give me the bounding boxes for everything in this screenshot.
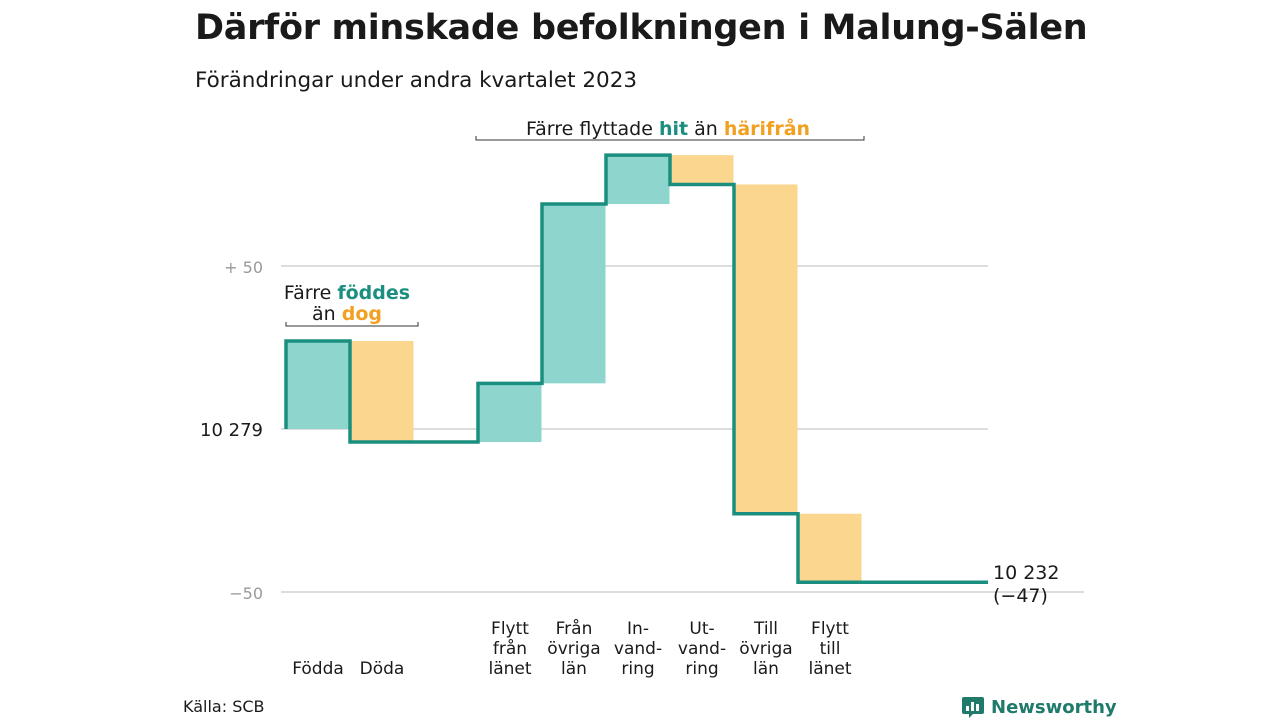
annotation-segment: härifrån [724,116,810,140]
annotation-text: Färre föddes [284,282,410,304]
waterfall-bar [286,340,350,429]
x-tick-label: övriga [739,639,792,659]
y-tick-label: + 50 [224,258,263,277]
newsworthy-logo: Newsworthy [961,694,1117,720]
annotation-segment: än [312,303,342,325]
x-tick-label: länet [808,659,851,679]
waterfall-bar [670,155,734,185]
annotation-text: än dog [312,303,382,325]
source-note: Källa: SCB [183,697,265,716]
annotation-segment: Färre flyttade [526,118,659,140]
x-tick-label: Flytt [491,619,529,639]
chart-title: Därför minskade befolkningen i Malung-Sä… [195,8,1088,48]
waterfall-bar [798,513,862,583]
step-line [284,153,988,584]
x-tick-label: länet [488,659,531,679]
x-tick-label: vand- [614,639,662,659]
annotation-bracket [285,322,419,327]
annotation-segment: dog [342,303,382,325]
x-tick-label: ring [621,659,654,679]
x-tick-label: län [753,659,779,679]
end-value-label: (−47) [993,585,1048,607]
annotation-bracket [475,136,865,141]
waterfall-bar [350,340,414,443]
waterfall-bar [606,155,670,205]
annotation-text: Färre flyttade hit än härifrån [526,116,810,140]
y-tick-label: 10 279 [200,420,263,441]
annotation-segment: föddes [337,282,410,304]
x-tick-label: Ut- [689,619,714,639]
y-tick-label: −50 [229,584,263,603]
annotation-segment: än [688,118,724,140]
bar-chart-logo-icon [962,697,984,718]
waterfall-bar [478,383,542,443]
x-tick-label: Födda [292,659,344,679]
annotation-segment: hit [659,118,688,140]
annotation-segment: Färre [284,282,337,304]
x-tick-label: Döda [360,659,405,679]
x-tick-label: Till [753,619,778,639]
x-tick-label: län [561,659,587,679]
logo-text: Newsworthy [991,696,1117,718]
x-tick-label: Från [556,618,593,639]
x-tick-label: från [493,638,527,659]
waterfall-bar [734,184,798,514]
x-tick-label: ring [685,659,718,679]
chart-subtitle: Förändringar under andra kvartalet 2023 [195,68,638,93]
x-tick-label: vand- [678,639,726,659]
end-value-label: 10 232 [993,562,1059,584]
x-tick-label: övriga [547,639,600,659]
x-tick-label: In- [627,619,649,639]
waterfall-bar [542,204,606,384]
x-tick-label: Flytt [811,619,849,639]
x-tick-label: till [820,639,841,659]
